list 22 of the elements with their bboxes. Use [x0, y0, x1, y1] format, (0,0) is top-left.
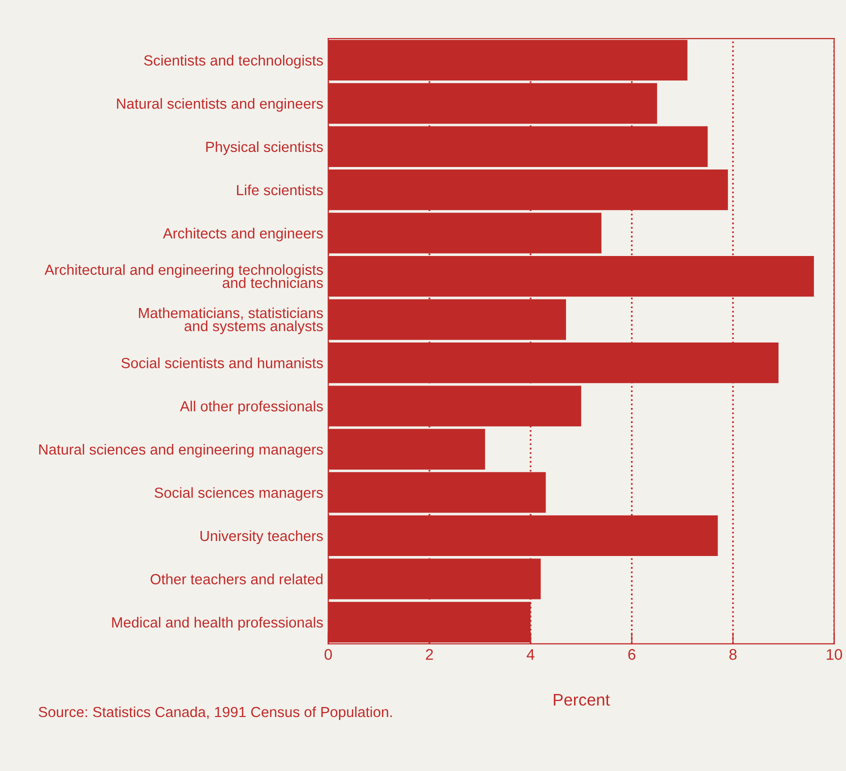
- y-tick-label: Architectural and engineering technologists and technicians: [44, 264, 323, 288]
- x-tick-label: 0: [324, 649, 332, 660]
- y-tick-label: Natural scientists and engineers: [117, 98, 323, 112]
- y-tick-label: Social scientists and humanists: [121, 358, 323, 368]
- x-tick-label: 10: [826, 649, 842, 660]
- y-tick-label: Scientists and technologists: [144, 54, 323, 68]
- x-tick-label: 6: [628, 649, 636, 660]
- y-tick-label: Mathematicians, statisticians and systems analysts: [138, 307, 323, 334]
- y-tick-label: All other professionals: [180, 400, 323, 414]
- x-tick-label: 2: [426, 649, 433, 660]
- y-tick-label: University teachers: [200, 530, 323, 544]
- y-tick-label: Social sciences managers: [154, 487, 323, 501]
- x-tick-label: 4: [526, 649, 534, 660]
- x-axis-title: Percent: [554, 694, 610, 706]
- y-tick-label: Natural sciences and engineering managers: [39, 444, 323, 458]
- y-tick-label: Medical and health professionals: [112, 616, 323, 630]
- y-tick-label: Other teachers and related: [150, 574, 322, 584]
- y-tick-label: Architects and engineers: [162, 228, 323, 242]
- y-tick-label: Physical scientists: [206, 141, 323, 155]
- source-note: Source: Statistics Canada, 1991 Census of Population.: [38, 706, 392, 720]
- y-tick-label: Life scientists: [237, 184, 323, 196]
- x-tick-label: 8: [729, 649, 737, 660]
